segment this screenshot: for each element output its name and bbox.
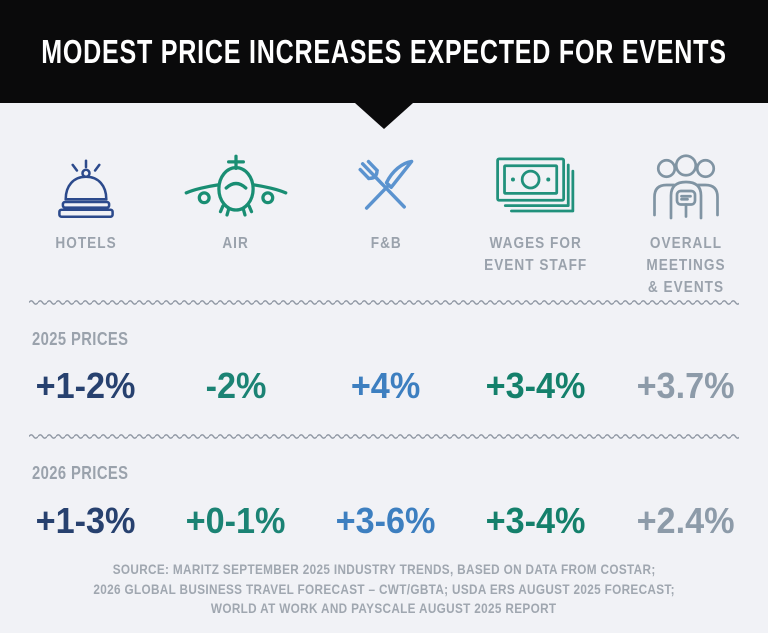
bell-icon — [51, 145, 121, 231]
value-2025-overall: +3.7% — [637, 365, 735, 406]
header-pointer-triangle — [355, 103, 413, 129]
money-icon — [493, 153, 579, 223]
category-label-wages: WAGES FOR EVENT STAFF — [484, 235, 588, 274]
value-2026-air: +0-1% — [186, 500, 286, 541]
row-label-2026: 2026 PRICES — [32, 463, 129, 483]
category-label-overall: OVERALL MEETINGS & EVENTS — [646, 235, 726, 296]
row-label-2025: 2025 PRICES — [32, 329, 129, 349]
wavy-divider-bottom — [29, 432, 739, 441]
source-line-1: SOURCE: MARITZ SEPTEMBER 2025 INDUSTRY T… — [112, 561, 656, 577]
wavy-divider-top — [29, 298, 739, 307]
category-label-air: AIR — [222, 235, 250, 252]
value-2026-wages: +3-4% — [486, 500, 586, 541]
hotels-icon-cell — [11, 140, 161, 235]
fb-icon-cell — [311, 140, 461, 235]
value-2025-wages: +3-4% — [486, 365, 586, 406]
value-2025-air: -2% — [205, 365, 267, 406]
people-icon — [644, 147, 728, 229]
airplane-icon — [183, 149, 289, 227]
fork-knife-icon — [345, 147, 427, 229]
values-row-2025: +1-2% -2% +4% +3-4% +3.7% — [11, 363, 761, 409]
value-2026-fb: +3-6% — [336, 500, 436, 541]
icon-row — [11, 140, 761, 235]
source-attribution: SOURCE: MARITZ SEPTEMBER 2025 INDUSTRY T… — [0, 560, 768, 619]
value-2025-hotels: +1-2% — [36, 365, 136, 406]
overall-icon-cell — [611, 140, 761, 235]
category-label-row: HOTELS AIR F&B WAGES FOR EVENT STAFF OVE… — [11, 233, 761, 299]
value-2025-fb: +4% — [351, 365, 421, 406]
source-line-2: 2026 GLOBAL BUSINESS TRAVEL FORECAST – C… — [93, 580, 675, 597]
value-2026-overall: +2.4% — [637, 500, 735, 541]
wages-icon-cell — [461, 140, 611, 235]
page-title: MODEST PRICE INCREASES EXPECTED FOR EVEN… — [41, 32, 727, 70]
source-line-3: WORLD AT WORK AND PAYSCALE AUGUST 2025 R… — [211, 600, 557, 616]
value-2026-hotels: +1-3% — [36, 500, 136, 541]
header-bar: MODEST PRICE INCREASES EXPECTED FOR EVEN… — [0, 0, 768, 103]
category-label-fb: F&B — [370, 235, 402, 252]
air-icon-cell — [161, 140, 311, 235]
category-label-hotels: HOTELS — [55, 235, 117, 252]
values-row-2026: +1-3% +0-1% +3-6% +3-4% +2.4% — [11, 498, 761, 544]
